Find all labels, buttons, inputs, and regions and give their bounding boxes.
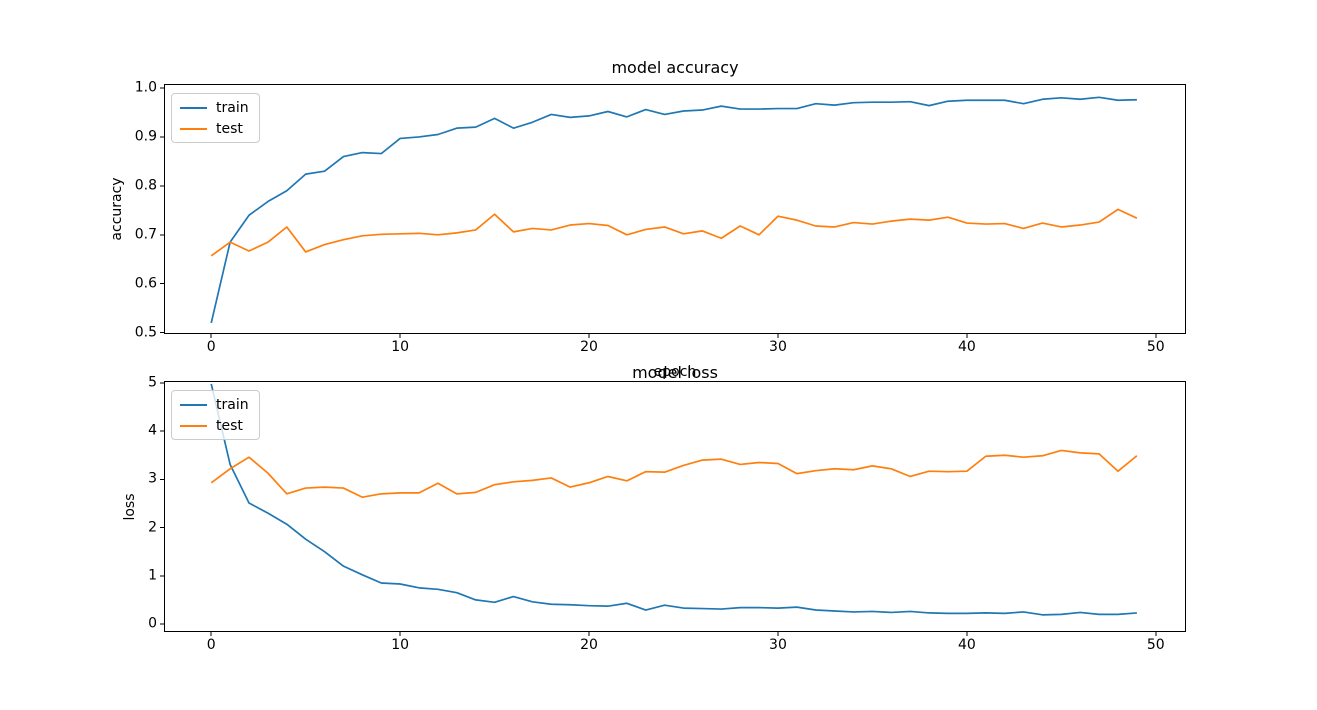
train-series-line	[210, 383, 1137, 616]
loss-title: model loss	[632, 363, 718, 382]
x-tick-label: 50	[1146, 637, 1165, 653]
legend-item-test: test	[180, 120, 249, 137]
legend-item-test: test	[180, 417, 249, 434]
y-tick-label: 3	[148, 470, 157, 487]
y-tick-label: 0.5	[134, 324, 157, 341]
accuracy-x-axis-label: epoch	[653, 364, 697, 380]
loss-legend: train test	[171, 390, 260, 440]
test-series-line	[210, 208, 1138, 257]
y-tick-label: 1	[148, 567, 157, 584]
accuracy-legend: train test	[171, 93, 260, 143]
y-tick-label: 2	[148, 519, 157, 536]
test-legend-label: test	[216, 417, 243, 434]
accuracy-title: model accuracy	[611, 58, 739, 77]
test-line-swatch	[180, 127, 207, 130]
x-tick-label: 30	[769, 637, 787, 653]
x-tick-label: 40	[957, 339, 976, 355]
legend-item-train: train	[180, 99, 249, 116]
x-tick-label: 20	[580, 339, 598, 355]
x-tick-label: 50	[1146, 339, 1165, 355]
accuracy-subplot: model accuracy accuracy epoch 0 10 20 30 40 5…	[109, 58, 1186, 380]
train-line-swatch	[180, 106, 207, 109]
test-line-swatch	[180, 424, 207, 427]
train-series-line	[210, 96, 1137, 324]
legend-item-train: train	[180, 396, 249, 413]
y-tick-label: 5	[148, 374, 157, 391]
x-tick-label: 30	[769, 339, 787, 355]
y-tick-label: 0.9	[134, 128, 157, 145]
y-tick-label: 4	[148, 422, 157, 439]
loss-subplot: model loss loss 0 10 20 30 40 50 0 1 2 3 4 5 train…	[122, 363, 1186, 653]
accuracy-y-axis-label: accuracy	[109, 177, 125, 241]
accuracy-plot-canvas	[160, 84, 1186, 338]
y-tick-label: 0.6	[134, 275, 157, 292]
x-tick-label: 40	[957, 637, 976, 653]
test-series-line	[210, 449, 1138, 499]
test-legend-label: test	[216, 120, 243, 137]
x-tick-label: 10	[391, 637, 410, 653]
x-tick-label: 0	[206, 339, 216, 355]
y-tick-label: 1.0	[134, 79, 157, 96]
axes-frame	[164, 381, 1186, 632]
train-legend-label: train	[216, 396, 249, 413]
axes-frame	[164, 84, 1186, 334]
y-tick-label: 0.8	[134, 177, 157, 194]
x-tick-label: 10	[391, 339, 410, 355]
y-tick-label: 0.7	[134, 226, 157, 243]
loss-plot-canvas	[160, 381, 1186, 636]
x-tick-label: 20	[580, 637, 598, 653]
train-legend-label: train	[216, 99, 249, 116]
y-tick-label: 0	[148, 615, 157, 632]
x-tick-label: 0	[206, 637, 216, 653]
loss-y-axis-label: loss	[122, 492, 138, 521]
train-line-swatch	[180, 403, 207, 406]
